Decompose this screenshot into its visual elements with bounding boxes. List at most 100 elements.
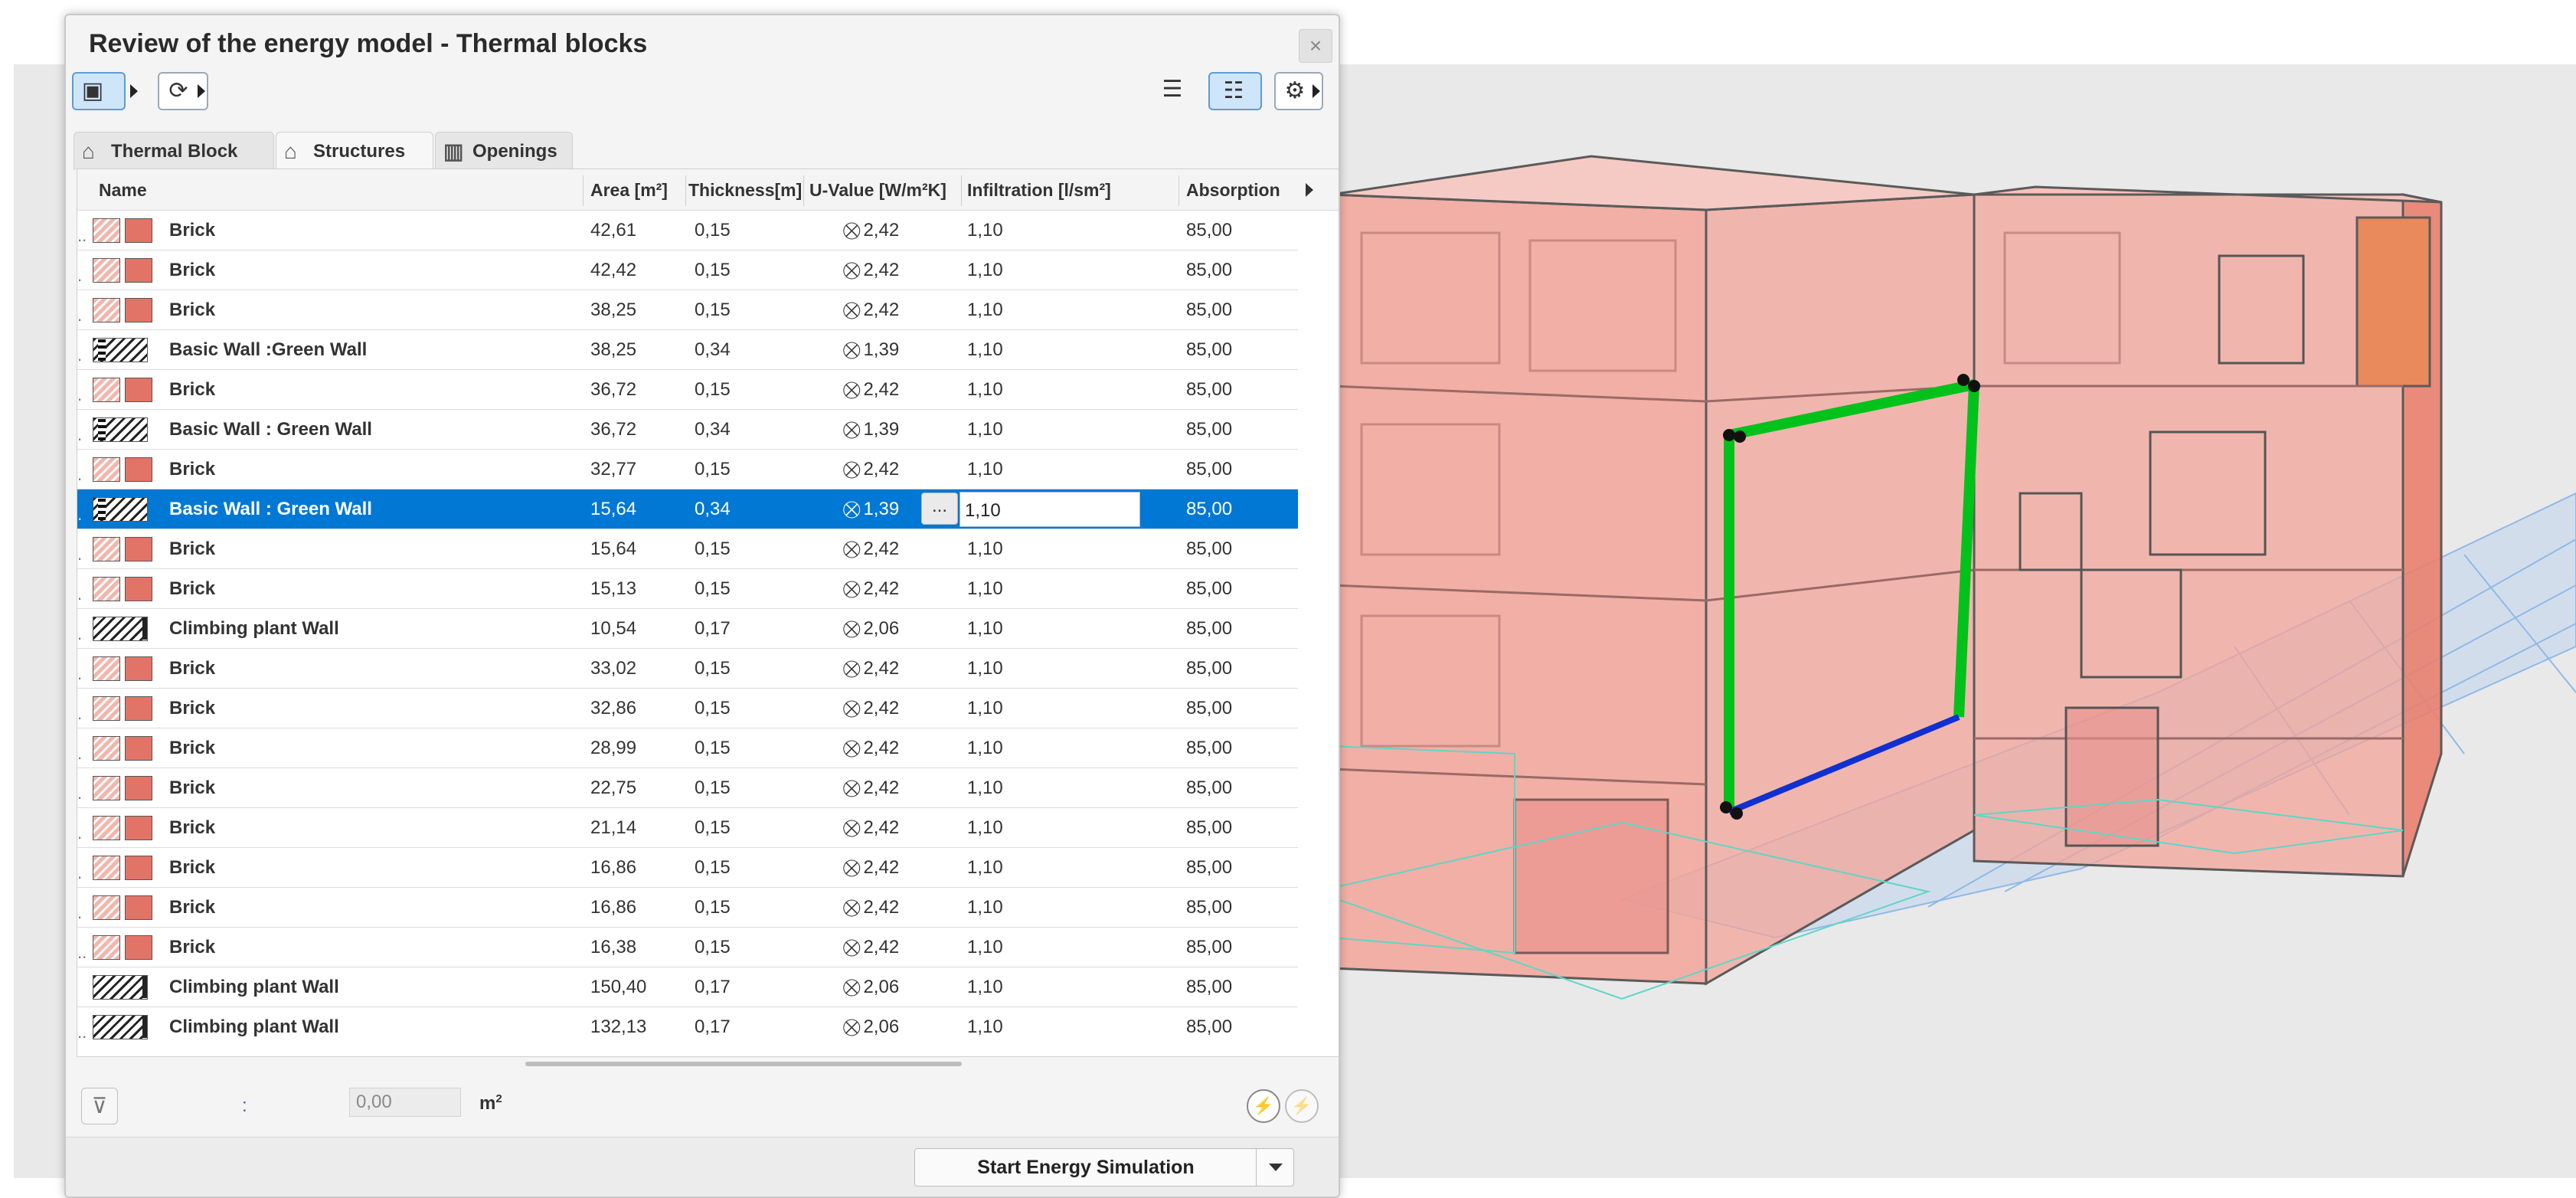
settings-button[interactable]: ⚙ (1274, 72, 1323, 110)
detail-view-button[interactable]: ☷ (1208, 72, 1262, 110)
table-header: Name Area [m²] Thickness[m] U-Value [W/m… (77, 169, 1339, 211)
cell-uvalue: ⛒ 1,39 (843, 339, 900, 360)
cell-thickness: 0,15 (695, 459, 731, 480)
lock-icon: ⛒ (843, 778, 861, 797)
table-row[interactable]: . Brick 32,77 0,15 ⛒ 2,42 1,10 85,00 (77, 450, 1298, 489)
cell-thickness: 0,15 (695, 857, 731, 878)
cell-name: Brick (169, 538, 216, 559)
table-row[interactable]: . Brick 36,72 0,15 ⛒ 2,42 1,10 85,00 (77, 370, 1298, 410)
cell-area: 10,54 (590, 618, 637, 639)
table-row[interactable]: . Brick 21,14 0,15 ⛒ 2,42 1,10 85,00 (77, 808, 1298, 848)
cell-thickness: 0,15 (695, 817, 731, 838)
tab-structures[interactable]: ⌂ Structures (276, 132, 433, 170)
right-block (1973, 185, 2443, 878)
material-swatch-icon (93, 895, 120, 920)
cell-thickness: 0,34 (695, 339, 731, 360)
cell-uvalue: ⛒ 2,42 (843, 698, 900, 718)
energy-check-button[interactable]: ⚡ (1247, 1089, 1280, 1123)
cell-uvalue: ⛒ 2,42 (843, 857, 900, 878)
energy-check-secondary-button[interactable]: ⚡ (1285, 1089, 1319, 1123)
tab-openings[interactable]: ▥ Openings (435, 132, 573, 170)
table-row[interactable]: .. Brick 16,38 0,15 ⛒ 2,42 1,10 85,00 (77, 928, 1298, 967)
material-swatch-icon (93, 378, 120, 402)
table-row[interactable]: . Basic Wall : Green Wall 15,64 0,34 ⛒ 1,39..… (77, 489, 1298, 529)
house-icon: ⌂ (284, 139, 297, 163)
cell-absorption: 85,00 (1186, 977, 1233, 997)
cell-thickness: 0,17 (695, 618, 731, 639)
table-row[interactable]: . Brick 42,42 0,15 ⛒ 2,42 1,10 85,00 (77, 250, 1298, 290)
table-row[interactable]: . Brick 15,64 0,15 ⛒ 2,42 1,10 85,00 (77, 529, 1298, 569)
dialog-footer: Start Energy Simulation (66, 1137, 1339, 1196)
infiltration-input[interactable]: 1,10 (959, 492, 1140, 527)
material-color-icon (125, 736, 152, 761)
cell-area: 16,86 (590, 857, 637, 878)
material-swatch-icon (93, 736, 120, 761)
cell-infiltration: 1,10 (967, 777, 1003, 798)
table-row[interactable]: .. Brick 42,61 0,15 ⛒ 2,42 1,10 85,00 (77, 211, 1298, 250)
table-row[interactable]: . Brick 16,86 0,15 ⛒ 2,42 1,10 85,00 (77, 848, 1298, 888)
table-row[interactable]: . Basic Wall :Green Wall 38,25 0,34 ⛒ 1,39 1,1… (77, 330, 1298, 370)
cell-absorption: 85,00 (1186, 897, 1233, 918)
lock-icon: ⛒ (843, 260, 861, 280)
table-row[interactable]: .. Climbing plant Wall 132,13 0,17 ⛒ 2,06 1,10… (77, 1007, 1298, 1046)
column-header-uvalue[interactable]: U-Value [W/m²K] (809, 180, 946, 200)
filter-icon: ⊽ (91, 1094, 108, 1118)
start-energy-simulation-button[interactable]: Start Energy Simulation (914, 1148, 1294, 1187)
cell-uvalue: ⛒ 2,42 (843, 817, 900, 838)
cell-infiltration: 1,10 (967, 977, 1003, 997)
cell-area: 22,75 (590, 777, 637, 798)
refresh-button[interactable]: ⟳ (158, 72, 208, 110)
lock-icon: ⛒ (843, 659, 861, 678)
table-row[interactable]: . Brick 15,13 0,15 ⛒ 2,42 1,10 85,00 (77, 569, 1298, 609)
table-row[interactable]: . Brick 32,86 0,15 ⛒ 2,42 1,10 85,00 (77, 689, 1298, 728)
cell-name: Brick (169, 379, 216, 400)
column-header-absorption[interactable]: Absorption (1186, 180, 1280, 200)
cell-infiltration: 1,10 (967, 897, 1003, 918)
tree-view-button[interactable]: ☰ (1153, 72, 1199, 110)
column-header-name[interactable]: Name (99, 180, 147, 200)
summary-label: : (242, 1095, 247, 1116)
filter-button[interactable]: ⊽ (81, 1088, 118, 1124)
cell-absorption: 85,00 (1186, 499, 1233, 519)
cell-absorption: 85,00 (1186, 578, 1233, 599)
horizontal-scrollbar[interactable] (525, 1062, 962, 1066)
table-row[interactable]: . Basic Wall : Green Wall 36,72 0,34 ⛒ 1,39 1,… (77, 410, 1298, 450)
row-marker: . (77, 465, 83, 484)
close-icon[interactable]: × (1299, 29, 1332, 63)
thermal-block-view-dropdown[interactable] (126, 77, 138, 106)
material-swatch-icon (93, 218, 120, 243)
cell-absorption: 85,00 (1186, 857, 1233, 878)
cell-name: Brick (169, 897, 216, 918)
cell-name: Basic Wall : Green Wall (169, 499, 372, 519)
table-row[interactable]: . Brick 22,75 0,15 ⛒ 2,42 1,10 85,00 (77, 768, 1298, 808)
row-marker: . (77, 624, 83, 643)
cell-name: Brick (169, 937, 216, 957)
table-row[interactable]: Climbing plant Wall 150,40 0,17 ⛒ 2,06 1,10 85… (77, 967, 1298, 1007)
table-row[interactable]: . Brick 16,86 0,15 ⛒ 2,42 1,10 85,00 (77, 888, 1298, 928)
material-swatch-icon (93, 776, 120, 800)
row-marker: .. (77, 1023, 87, 1042)
tab-thermal-block[interactable]: ⌂ Thermal Block (74, 132, 274, 170)
edit-uvalue-button[interactable]: ... (921, 493, 958, 525)
cell-thickness: 0,15 (695, 897, 731, 918)
table-row[interactable]: . Brick 33,02 0,15 ⛒ 2,42 1,10 85,00 (77, 649, 1298, 689)
chevron-right-icon[interactable] (1306, 183, 1313, 197)
cell-uvalue: ⛒ 2,42 (843, 937, 900, 957)
highlighted-wall (1720, 374, 1980, 820)
lock-icon: ⛒ (843, 898, 861, 917)
cell-infiltration: 1,10 (967, 339, 1003, 360)
cell-uvalue: ⛒ 2,42 (843, 379, 900, 400)
column-header-thickness[interactable]: Thickness[m] (688, 180, 803, 200)
green-wall-swatch-icon (93, 497, 148, 522)
cell-name: Brick (169, 220, 216, 241)
cell-name: Brick (169, 698, 216, 718)
table-row[interactable]: . Brick 28,99 0,15 ⛒ 2,42 1,10 85,00 (77, 728, 1298, 768)
cell-absorption: 85,00 (1186, 937, 1233, 957)
tab-label: Structures (313, 141, 406, 162)
table-row[interactable]: . Climbing plant Wall 10,54 0,17 ⛒ 2,06 1,10 85… (77, 609, 1298, 649)
column-header-infiltration[interactable]: Infiltration [l/sm²] (967, 180, 1111, 200)
simulation-dropdown-button[interactable] (1256, 1148, 1294, 1187)
thermal-block-view-button[interactable]: ▣ (72, 72, 126, 110)
column-header-area[interactable]: Area [m²] (590, 180, 668, 200)
table-row[interactable]: . Brick 38,25 0,15 ⛒ 2,42 1,10 85,00 (77, 290, 1298, 330)
